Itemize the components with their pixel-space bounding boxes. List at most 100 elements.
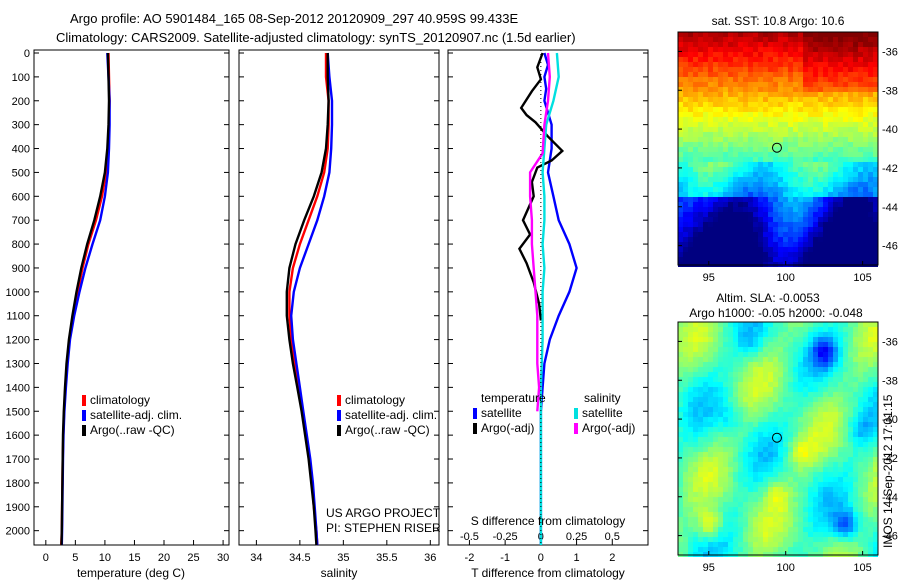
map-cell	[728, 112, 733, 117]
difference-lines	[517, 50, 578, 545]
map-cell	[743, 452, 748, 457]
map-cell	[773, 77, 778, 82]
map-cell	[723, 122, 728, 127]
map-cell	[758, 457, 763, 462]
map-cell	[758, 347, 763, 352]
depth-tick-label: 100	[12, 72, 30, 84]
map-cell	[718, 37, 723, 42]
map-cell	[818, 117, 823, 122]
map-cell	[828, 167, 833, 172]
map-cell	[848, 327, 853, 332]
map-cell	[763, 177, 768, 182]
map-cell	[793, 442, 798, 447]
map-cell	[788, 362, 793, 367]
map-cell	[723, 32, 728, 37]
map-cell	[868, 542, 873, 547]
map-cell	[743, 492, 748, 497]
map-cell	[868, 522, 873, 527]
map-cell	[838, 217, 843, 222]
map-cell	[688, 372, 693, 377]
map-cell	[678, 107, 683, 112]
map-cell	[688, 442, 693, 447]
map-cell	[808, 47, 813, 52]
map-cell	[798, 527, 803, 532]
map-cell	[858, 102, 863, 107]
map-cell	[833, 152, 838, 157]
map-cell	[813, 477, 818, 482]
map-cell	[688, 227, 693, 232]
map-cell	[723, 432, 728, 437]
map-cell	[853, 382, 858, 387]
map-cell	[698, 57, 703, 62]
map-cell	[843, 122, 848, 127]
map-cell	[698, 322, 703, 327]
map-cell	[828, 122, 833, 127]
map-cell	[798, 472, 803, 477]
map-cell	[768, 82, 773, 87]
map-cell	[688, 232, 693, 237]
map-cell	[798, 492, 803, 497]
x-tick-label: -2	[465, 552, 475, 564]
map-cell	[818, 227, 823, 232]
map-cell	[738, 157, 743, 162]
map-cell	[748, 437, 753, 442]
map-cell	[843, 137, 848, 142]
map-cell	[683, 482, 688, 487]
map-cell	[823, 512, 828, 517]
map-cell	[813, 47, 818, 52]
map-cell	[713, 112, 718, 117]
map-cell	[773, 372, 778, 377]
map-cell	[788, 542, 793, 547]
map-cell	[808, 547, 813, 552]
map-cell	[793, 222, 798, 227]
map-cell	[763, 77, 768, 82]
map-cell	[868, 67, 873, 72]
map-cell	[778, 382, 783, 387]
map-cell	[828, 247, 833, 252]
map-cell	[753, 222, 758, 227]
map-cell	[693, 147, 698, 152]
map-cell	[778, 87, 783, 92]
map-cell	[828, 542, 833, 547]
map-cell	[748, 102, 753, 107]
map-cell	[808, 487, 813, 492]
map-cell	[763, 87, 768, 92]
map-cell	[783, 167, 788, 172]
map-cell	[788, 332, 793, 337]
map-cell	[773, 252, 778, 257]
map-cell	[873, 447, 878, 452]
map-cell	[873, 167, 878, 172]
map-cell	[773, 242, 778, 247]
map-cell	[748, 62, 753, 67]
map-cell	[688, 342, 693, 347]
map-cell	[688, 462, 693, 467]
map-cell	[683, 107, 688, 112]
map-cell	[823, 202, 828, 207]
map-cell	[768, 177, 773, 182]
map-cell	[693, 412, 698, 417]
map-cell	[713, 72, 718, 77]
map-cell	[818, 237, 823, 242]
map-cell	[828, 452, 833, 457]
map-cell	[728, 227, 733, 232]
map-cell	[858, 117, 863, 122]
map-cell	[753, 212, 758, 217]
map-cell	[818, 342, 823, 347]
map-cell	[823, 377, 828, 382]
map-cell	[723, 537, 728, 542]
map-cell	[848, 32, 853, 37]
map-cell	[803, 337, 808, 342]
map-cell	[693, 452, 698, 457]
map-cell	[693, 337, 698, 342]
map-cell	[698, 217, 703, 222]
map-cell	[693, 52, 698, 57]
map-cell	[678, 252, 683, 257]
sla-map-axes	[677, 321, 879, 556]
map-cell	[778, 157, 783, 162]
map-cell	[833, 522, 838, 527]
map-cell	[693, 357, 698, 362]
map-cell	[678, 142, 683, 147]
map-cell	[713, 147, 718, 152]
map-cell	[753, 392, 758, 397]
map-cell	[828, 42, 833, 47]
